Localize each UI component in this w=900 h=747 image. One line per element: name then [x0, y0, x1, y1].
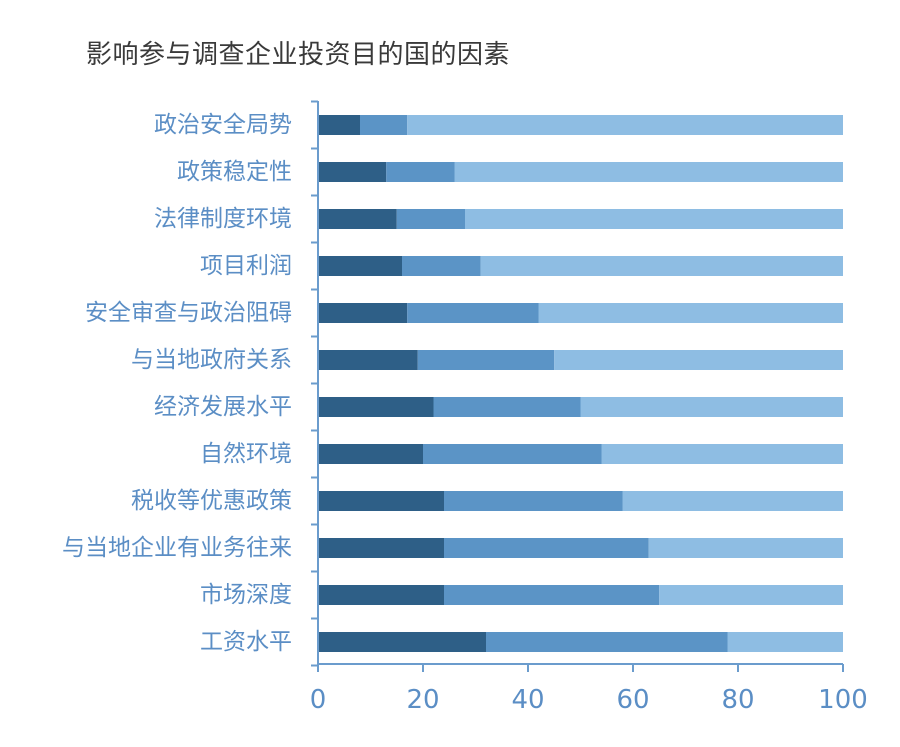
bar-segment: [554, 350, 843, 370]
bar-segment: [318, 585, 444, 605]
bar-segment: [444, 491, 623, 511]
category-label: 法律制度环境: [154, 206, 292, 232]
category-label: 安全审查与政治阻碍: [85, 300, 292, 326]
bar-segment: [659, 585, 843, 605]
category-label: 自然环境: [200, 441, 292, 467]
bar-segment: [360, 115, 408, 135]
bar-segment: [727, 632, 843, 652]
category-label: 工资水平: [200, 629, 292, 655]
bar-segment: [580, 397, 843, 417]
bar-segment: [318, 538, 444, 558]
x-tick-label: 40: [511, 685, 544, 715]
bar-segment: [318, 256, 402, 276]
bar-segment: [318, 350, 418, 370]
bar-segment: [407, 115, 843, 135]
x-tick-label: 80: [721, 685, 754, 715]
bar-segment: [465, 209, 843, 229]
category-label: 项目利润: [200, 253, 292, 279]
bar-segment: [318, 632, 486, 652]
bar-segment: [318, 303, 408, 323]
bar-segment: [386, 162, 455, 182]
bar-segment: [444, 538, 649, 558]
x-tick-label: 0: [310, 685, 327, 715]
bar-segment: [318, 397, 434, 417]
bar-segment: [318, 162, 387, 182]
bar-segment: [444, 585, 660, 605]
x-tick-label: 100: [818, 685, 868, 715]
category-label: 税收等优惠政策: [131, 488, 292, 514]
bar-segment: [318, 444, 423, 464]
bar-segment: [601, 444, 843, 464]
chart-title: 影响参与调查企业投资目的国的因素: [86, 40, 511, 70]
x-tick-label: 60: [616, 685, 649, 715]
bar-segment: [318, 491, 444, 511]
category-label: 与当地政府关系: [131, 347, 292, 373]
bar-segment: [396, 209, 465, 229]
bar-segment: [486, 632, 728, 652]
bar-segment: [318, 209, 397, 229]
bar-segment: [318, 115, 360, 135]
bar-segment: [417, 350, 555, 370]
x-tick-label: 20: [406, 685, 439, 715]
bar-segment: [480, 256, 843, 276]
category-label: 政治安全局势: [154, 112, 292, 138]
category-label: 政策稳定性: [177, 159, 292, 185]
bar-segment: [407, 303, 539, 323]
bar-segment: [423, 444, 602, 464]
category-label: 与当地企业有业务往来: [62, 535, 292, 561]
bar-segment: [648, 538, 843, 558]
bar-segment: [538, 303, 843, 323]
bar-segment: [402, 256, 481, 276]
bar-segment: [433, 397, 581, 417]
category-label: 经济发展水平: [154, 394, 292, 420]
category-label: 市场深度: [200, 582, 292, 608]
bar-segment: [622, 491, 843, 511]
bar-segment: [454, 162, 843, 182]
